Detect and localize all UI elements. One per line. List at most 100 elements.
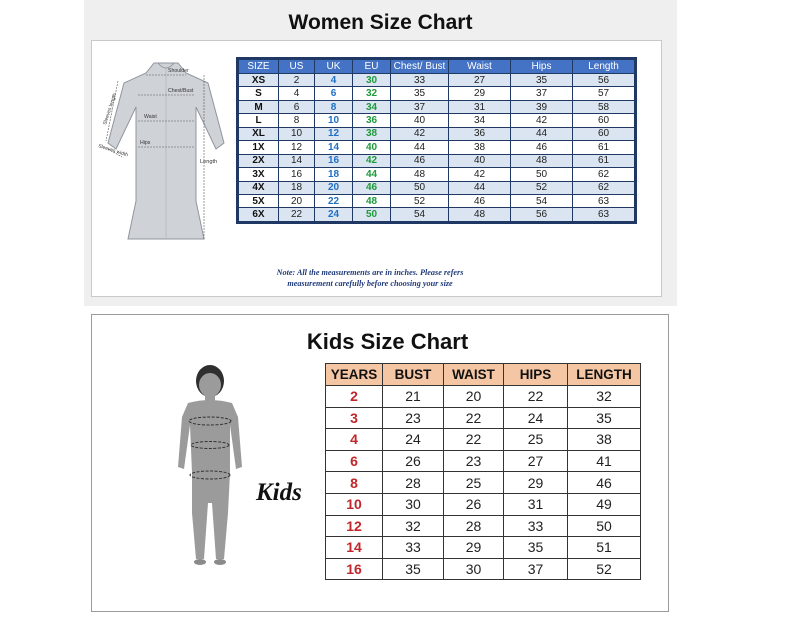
- cell-size: 6X: [238, 207, 279, 222]
- women-size-chart-panel: Women Size Chart Shoulder Chest/Bust Wai…: [84, 0, 677, 306]
- cell-waist: 36: [448, 126, 511, 142]
- cell-bust: 28: [382, 471, 444, 494]
- cell-uk: 8: [314, 99, 353, 115]
- cell-chest-bust: 44: [390, 140, 449, 155]
- cell-waist: 40: [448, 153, 511, 169]
- cell-chest-bust: 50: [390, 180, 449, 195]
- cell-us: 2: [278, 72, 315, 88]
- cell-bust: 33: [382, 536, 444, 559]
- cell-chest-bust: 37: [390, 99, 449, 115]
- cell-eu: 34: [352, 99, 391, 115]
- cell-years: 2: [325, 385, 383, 408]
- cell-us: 20: [278, 193, 315, 209]
- col-header-us: US: [278, 59, 315, 74]
- cell-hips: 39: [510, 99, 573, 115]
- cell-length: 35: [567, 406, 641, 430]
- cell-waist: 29: [443, 536, 504, 559]
- cell-size: 5X: [238, 193, 279, 209]
- cell-length: 32: [567, 385, 641, 408]
- cell-uk: 14: [314, 140, 353, 155]
- cell-us: 12: [278, 140, 315, 155]
- cell-size: 1X: [238, 140, 279, 155]
- cell-waist: 42: [448, 167, 511, 182]
- cell-waist: 46: [448, 193, 511, 209]
- cell-size: 2X: [238, 153, 279, 169]
- cell-length: 57: [572, 86, 635, 101]
- col-header-waist: WAIST: [443, 363, 504, 386]
- col-header-length: Length: [572, 59, 635, 74]
- cell-eu: 50: [352, 207, 391, 222]
- col-header-eu: EU: [352, 59, 391, 74]
- cell-uk: 10: [314, 113, 353, 128]
- women-table-row: 2X 14 16 42 46 40 48 61: [238, 153, 635, 169]
- label-hips: Hips: [140, 140, 151, 146]
- cell-eu: 40: [352, 140, 391, 155]
- cell-us: 8: [278, 113, 315, 128]
- kids-table-row: 12 32 28 33 50: [325, 514, 641, 538]
- cell-uk: 20: [314, 180, 353, 195]
- cell-chest-bust: 48: [390, 167, 449, 182]
- kids-chart-title: Kids Size Chart: [306, 329, 469, 354]
- kids-table-row: 14 33 29 35 51: [325, 536, 641, 559]
- label-length: Length: [200, 159, 217, 165]
- cell-size: S: [238, 86, 279, 101]
- label-waist: Waist: [144, 114, 157, 120]
- cell-length: 62: [572, 180, 635, 195]
- col-header-uk: UK: [314, 59, 353, 74]
- women-table-row: 1X 12 14 40 44 38 46 61: [238, 140, 635, 155]
- cell-eu: 32: [352, 86, 391, 101]
- women-chart-card: Shoulder Chest/Bust Waist Hips Length Sl…: [91, 40, 662, 297]
- child-silhouette-illustration: [178, 365, 242, 565]
- women-table-header-row: SIZE US UK EU Chest/ Bust Waist Hips Len…: [238, 59, 635, 74]
- cell-uk: 6: [314, 86, 353, 101]
- cell-eu: 44: [352, 167, 391, 182]
- cell-length: 62: [572, 167, 635, 182]
- cell-hips: 22: [503, 385, 568, 408]
- label-shoulder: Shoulder: [168, 68, 189, 74]
- cell-eu: 42: [352, 153, 391, 169]
- cell-size: XS: [238, 72, 279, 88]
- cell-chest-bust: 35: [390, 86, 449, 101]
- cell-length: 41: [567, 449, 641, 473]
- cell-hips: 29: [503, 471, 568, 494]
- cell-size: L: [238, 113, 279, 128]
- women-table-row: M 6 8 34 37 31 39 58: [238, 99, 635, 115]
- cell-years: 16: [325, 557, 383, 581]
- women-table-row: 3X 16 18 44 48 42 50 62: [238, 167, 635, 182]
- col-header-chest-bust: Chest/ Bust: [390, 59, 449, 74]
- cell-waist: 48: [448, 207, 511, 222]
- kids-size-chart-panel: Kids Size Chart Kids YEARS BUST WAIST HI…: [91, 314, 669, 612]
- cell-length: 58: [572, 99, 635, 115]
- cell-length: 38: [567, 428, 641, 451]
- cell-hips: 48: [510, 153, 573, 169]
- cell-waist: 29: [448, 86, 511, 101]
- cell-hips: 46: [510, 140, 573, 155]
- cell-waist: 26: [443, 492, 504, 516]
- cell-hips: 56: [510, 207, 573, 222]
- cell-size: XL: [238, 126, 279, 142]
- women-table-row: XS 2 4 30 33 27 35 56: [238, 72, 635, 88]
- cell-waist: 27: [448, 72, 511, 88]
- kids-table-row: 10 30 26 31 49: [325, 492, 641, 516]
- cell-us: 4: [278, 86, 315, 101]
- cell-us: 16: [278, 167, 315, 182]
- cell-hips: 31: [503, 492, 568, 516]
- note-line-1: Note: All the measurements are in inches…: [276, 268, 464, 277]
- kids-size-table: YEARS BUST WAIST HIPS LENGTH 2 21 20 22 32 3 2…: [325, 363, 641, 581]
- cell-chest-bust: 40: [390, 113, 449, 128]
- cell-length: 52: [567, 557, 641, 581]
- col-header-size: SIZE: [238, 59, 279, 74]
- col-header-bust: BUST: [382, 363, 444, 386]
- cell-length: 63: [572, 193, 635, 209]
- cell-hips: 27: [503, 449, 568, 473]
- cell-uk: 18: [314, 167, 353, 182]
- cell-chest-bust: 33: [390, 72, 449, 88]
- cell-uk: 12: [314, 126, 353, 142]
- cell-us: 10: [278, 126, 315, 142]
- women-table-row: 5X 20 22 48 52 46 54 63: [238, 193, 635, 209]
- women-chart-title: Women Size Chart: [288, 11, 473, 34]
- cell-hips: 24: [503, 406, 568, 430]
- cell-bust: 26: [382, 449, 444, 473]
- women-table-row: 6X 22 24 50 54 48 56 63: [238, 207, 635, 222]
- cell-bust: 21: [382, 385, 444, 408]
